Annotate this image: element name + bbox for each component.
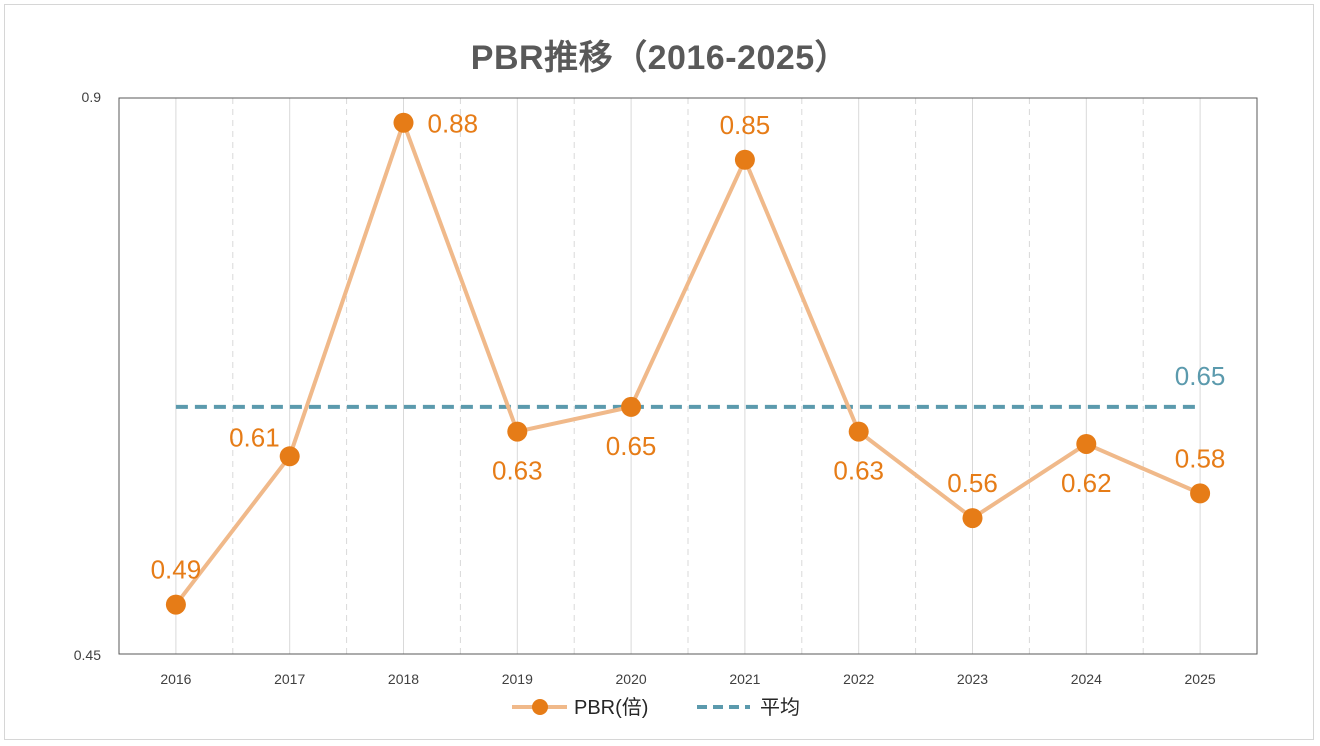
pbr-data-label: 0.85 [720, 110, 771, 140]
chart-title: PBR推移（2016-2025） [470, 39, 850, 77]
pbr-point [279, 446, 300, 467]
x-tick-label: 2023 [957, 671, 988, 687]
pbr-point [962, 508, 983, 529]
x-tick-label: 2019 [502, 671, 533, 687]
x-tick-label: 2017 [274, 671, 305, 687]
y-tick-label: 0.9 [82, 89, 102, 105]
pbr-point [734, 149, 755, 170]
chart-frame [4, 4, 1314, 740]
x-tick-label: 2016 [160, 671, 191, 687]
x-tick-label: 2024 [1071, 671, 1102, 687]
legend-average-label: 平均 [760, 696, 800, 719]
pbr-line [174, 120, 1201, 606]
x-tick-label: 2021 [729, 671, 760, 687]
pbr-point [507, 421, 528, 442]
average-series: 0.65 [175, 361, 1226, 409]
x-axis: 2016 2017 2018 2019 2020 2021 2022 2023 2024 2025 [160, 671, 1216, 687]
pbr-data-label: 0.65 [606, 431, 657, 461]
pbr-data-label: 0.63 [492, 456, 543, 486]
grid-lines [175, 98, 1201, 654]
pbr-data-label: 0.61 [229, 422, 280, 452]
x-tick-label: 2022 [843, 671, 874, 687]
pbr-point [393, 112, 414, 133]
pbr-data-label: 0.88 [428, 109, 479, 139]
legend: PBR(倍) 平均 [512, 696, 800, 719]
pbr-point [848, 421, 869, 442]
pbr-point [1076, 433, 1097, 454]
y-tick-label: 0.45 [74, 647, 101, 663]
average-data-label: 0.65 [1175, 361, 1226, 391]
y-axis: 0.9 0.45 [74, 89, 101, 663]
legend-pbr-marker [532, 699, 548, 715]
plot-area [118, 97, 1258, 655]
pbr-data-label: 0.63 [833, 456, 884, 486]
pbr-data-label: 0.62 [1061, 468, 1112, 498]
pbr-data-label: 0.58 [1175, 443, 1226, 473]
pbr-point [1190, 483, 1211, 504]
x-tick-label: 2020 [616, 671, 647, 687]
pbr-point [621, 396, 642, 417]
x-tick-label: 2025 [1185, 671, 1216, 687]
x-tick-label: 2018 [388, 671, 419, 687]
pbr-data-label: 0.49 [151, 555, 202, 585]
pbr-series: 0.49 0.61 0.88 0.63 0.65 0.85 0.63 0.56 0.62 0.58 [151, 109, 1226, 615]
pbr-data-label: 0.56 [947, 468, 998, 498]
pbr-point [165, 594, 186, 615]
legend-pbr-label: PBR(倍) [574, 696, 648, 719]
